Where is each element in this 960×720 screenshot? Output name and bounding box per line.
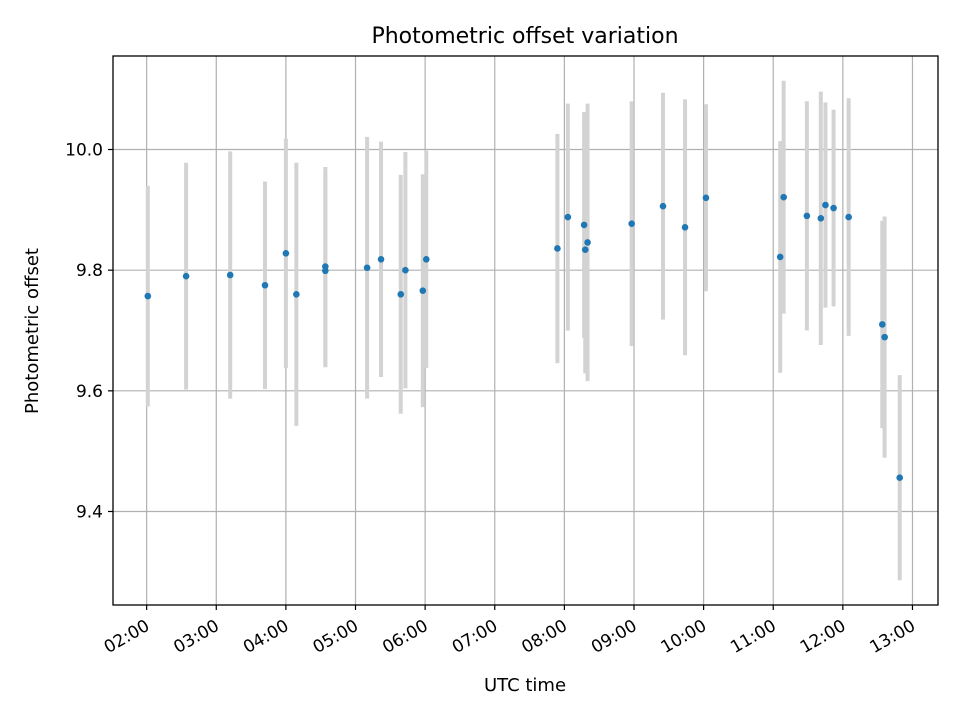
data-point <box>419 287 427 294</box>
data-point <box>293 291 300 298</box>
data-point <box>402 266 409 274</box>
data-point <box>182 272 190 280</box>
plot-frame <box>112 55 939 606</box>
data-point <box>896 474 904 482</box>
data-points <box>144 193 904 482</box>
data-point <box>581 246 589 253</box>
data-point <box>377 256 385 263</box>
data-point <box>261 281 269 289</box>
data-point <box>322 267 329 275</box>
data-point <box>881 333 888 341</box>
chart-title: Photometric offset variation <box>371 24 678 49</box>
data-point <box>702 194 710 202</box>
data-point <box>580 221 588 229</box>
y-tick-label: 9.8 <box>76 261 103 281</box>
data-point <box>659 202 667 210</box>
data-point <box>822 201 829 209</box>
data-point <box>830 204 837 212</box>
data-point <box>845 213 852 221</box>
data-point <box>776 253 784 261</box>
y-axis-ticks: 9.4 9.6 9.8 10.0 <box>65 141 113 522</box>
y-axis-label: Photometric offset <box>22 248 43 414</box>
data-point <box>554 245 561 252</box>
y-tick-label: 9.6 <box>76 382 103 402</box>
data-point <box>422 256 430 263</box>
data-point <box>226 271 234 279</box>
data-point <box>879 321 886 328</box>
y-tick-label: 10.0 <box>65 141 103 161</box>
data-point <box>564 213 572 221</box>
data-point <box>282 249 290 257</box>
data-point <box>584 239 591 246</box>
data-point <box>397 291 405 298</box>
data-point <box>144 292 152 300</box>
data-point <box>363 264 371 272</box>
data-point <box>681 224 689 231</box>
x-axis-label: UTC time <box>484 675 566 696</box>
y-tick-label: 9.4 <box>76 502 103 522</box>
data-point <box>628 220 635 228</box>
data-point <box>780 193 787 201</box>
data-point <box>803 212 811 220</box>
data-point <box>817 214 825 222</box>
